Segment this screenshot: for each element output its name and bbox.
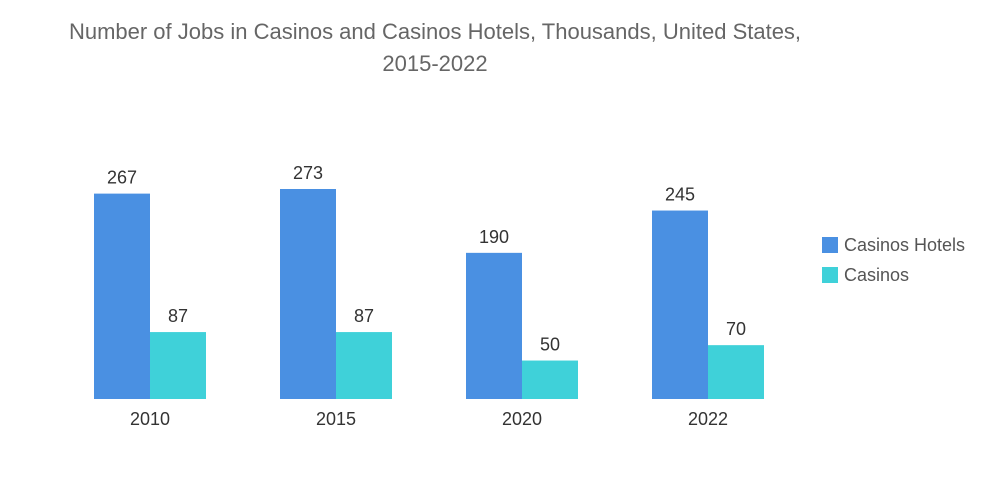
data-label: 190 <box>479 227 509 247</box>
chart-legend: Casinos Hotels Casinos <box>822 230 965 290</box>
bar-casinos-hotels-2015 <box>280 189 336 399</box>
x-tick-label: 2010 <box>130 409 170 429</box>
data-label: 245 <box>665 185 695 205</box>
bar-casinos-2010 <box>150 332 206 399</box>
legend-swatch <box>822 237 838 253</box>
legend-item-casinos-hotels: Casinos Hotels <box>822 230 965 260</box>
data-label: 267 <box>107 168 137 188</box>
data-label: 70 <box>726 319 746 339</box>
x-tick-label: 2015 <box>316 409 356 429</box>
x-tick-label: 2020 <box>502 409 542 429</box>
legend-item-casinos: Casinos <box>822 260 965 290</box>
legend-swatch <box>822 267 838 283</box>
bar-casinos-hotels-2022 <box>652 210 708 399</box>
x-tick-label: 2022 <box>688 409 728 429</box>
legend-label: Casinos Hotels <box>844 234 966 255</box>
bar-casinos-hotels-2010 <box>94 193 150 399</box>
data-label: 87 <box>168 306 188 326</box>
data-label: 87 <box>354 306 374 326</box>
bar-casinos-hotels-2020 <box>466 252 522 399</box>
bar-casinos-2022 <box>708 345 764 399</box>
bar-casinos-2015 <box>336 332 392 399</box>
bar-casinos-2020 <box>522 360 578 399</box>
legend-label: Casinos <box>844 264 910 285</box>
data-label: 50 <box>540 335 560 355</box>
chart-title: Number of Jobs in Casinos and Casinos Ho… <box>68 19 802 76</box>
data-label: 273 <box>293 163 323 183</box>
